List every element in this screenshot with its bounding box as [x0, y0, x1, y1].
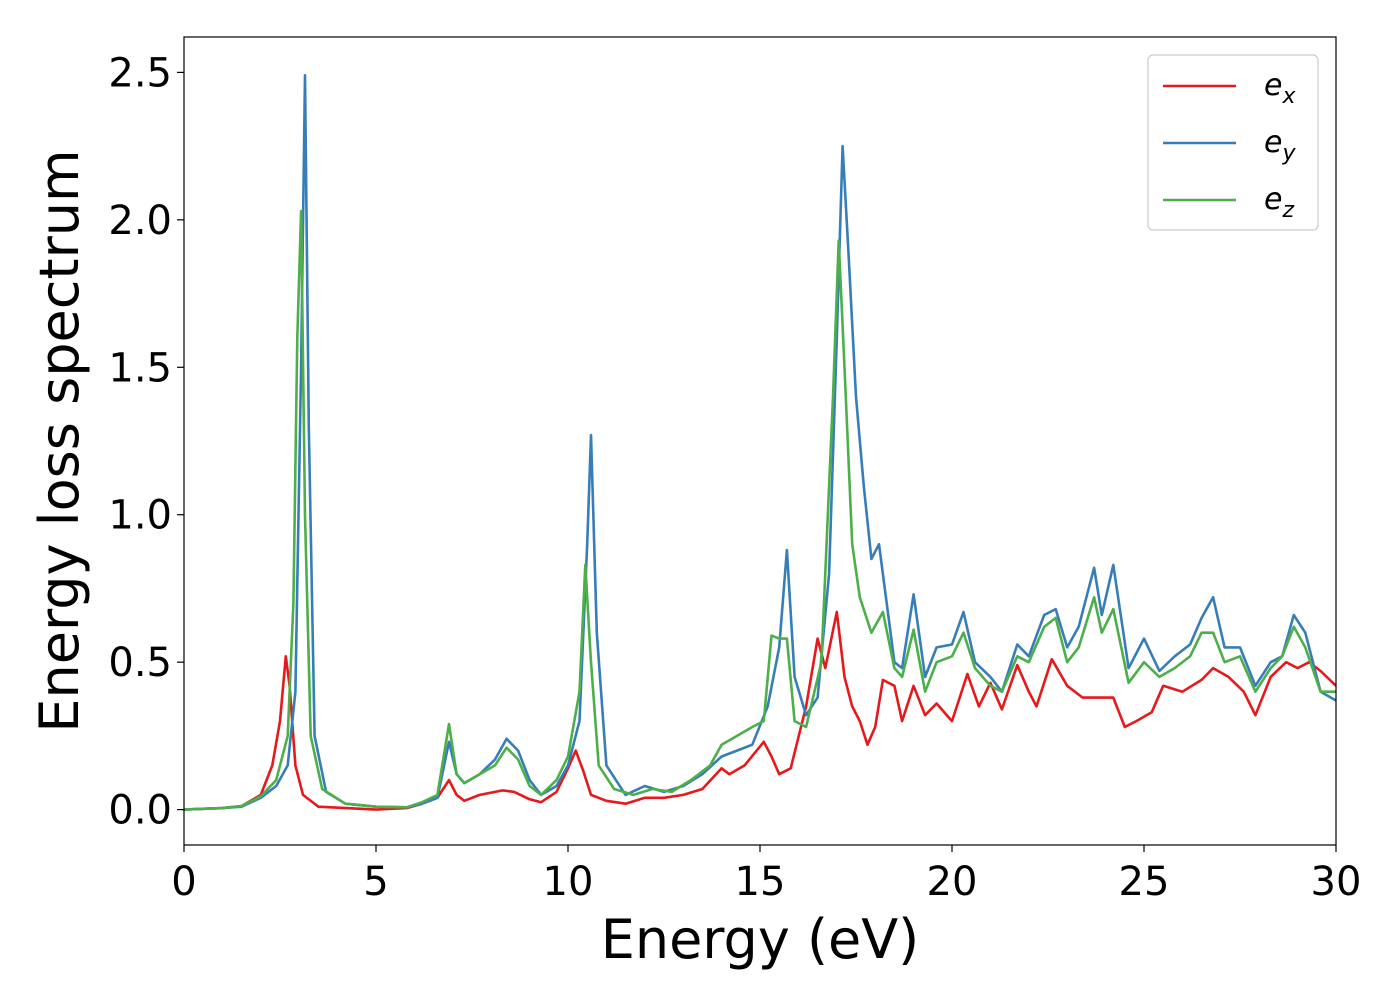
y-tick-label: 0.5 [108, 640, 172, 686]
y-tick-label: 2.5 [108, 50, 172, 96]
legend-label-y: ey [1264, 125, 1296, 166]
x-tick-label: 5 [363, 859, 388, 905]
y-axis-title: Energy loss spectrum [28, 149, 91, 732]
x-axis-title: Energy (eV) [601, 908, 920, 971]
legend-label-z: ez [1264, 182, 1294, 223]
x-tick-label: 25 [1119, 859, 1170, 905]
x-axis-ticks: 0 5 10 15 20 25 30 [171, 845, 1361, 905]
legend-label-x: ex [1264, 68, 1296, 109]
y-tick-label: 2.0 [108, 198, 172, 244]
legend: ex ey ez [1147, 54, 1319, 231]
x-tick-label: 0 [171, 859, 196, 905]
y-tick-label: 1.0 [108, 493, 172, 539]
y-tick-label: 0.0 [108, 788, 172, 834]
series-layer [184, 74, 1336, 811]
x-tick-label: 30 [1311, 859, 1362, 905]
x-tick-label: 15 [735, 859, 786, 905]
y-tick-label: 1.5 [108, 345, 172, 391]
x-tick-label: 10 [543, 859, 594, 905]
y-axis-ticks: 0.0 0.5 1.0 1.5 2.0 2.5 [108, 50, 184, 834]
series-line-z [184, 209, 1336, 811]
series-line-x [184, 610, 1336, 811]
x-tick-label: 20 [927, 859, 978, 905]
series-line-y [184, 74, 1336, 811]
